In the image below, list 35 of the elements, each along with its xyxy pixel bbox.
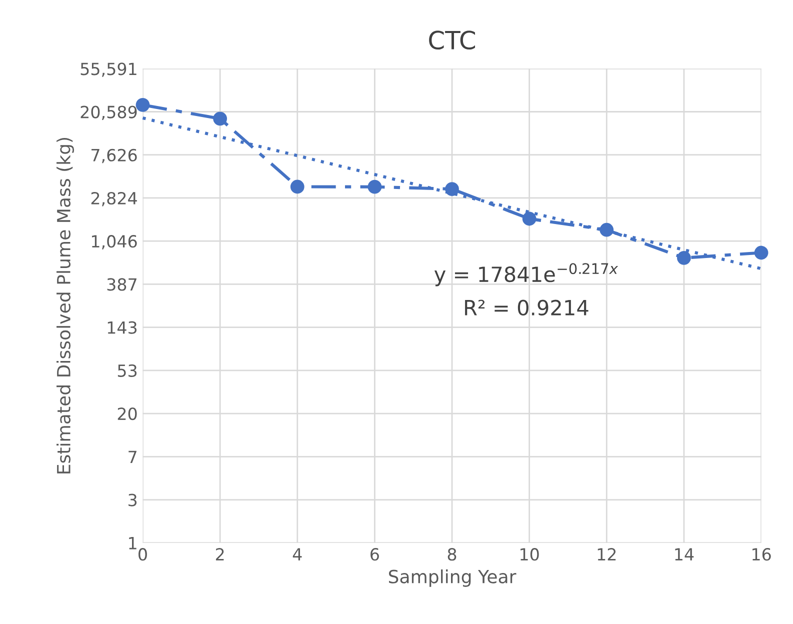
- x-tick-label: 16: [752, 548, 771, 561]
- point: [600, 222, 614, 237]
- point: [677, 250, 691, 265]
- point: [213, 112, 227, 126]
- point: [368, 180, 382, 194]
- annotation: R² = 0.9214: [465, 300, 588, 316]
- y-tick-label: 20: [118, 408, 137, 420]
- x-tick-label: 2: [216, 548, 224, 560]
- y-tick-label: 55,591: [80, 62, 136, 77]
- x-tick-label: 10: [520, 548, 539, 561]
- x-tick-label: 6: [370, 548, 379, 561]
- x-axis-title: Sampling Year: [388, 569, 516, 587]
- y-tick-label: 1,046: [92, 235, 137, 250]
- point: [445, 182, 459, 196]
- y-axis-title: Estimated Dissolved Plume Mass (kg): [56, 138, 74, 474]
- y-tick-label: 387: [107, 278, 136, 291]
- y-tick-label: 3: [128, 494, 137, 506]
- y-tick-label: 20,589: [80, 106, 137, 120]
- chart-title: CTC: [429, 30, 476, 50]
- x-tick-label: 12: [598, 548, 616, 560]
- y-tick-label: 7,626: [92, 148, 137, 164]
- point: [136, 98, 150, 112]
- point: [290, 180, 304, 194]
- point: [522, 212, 536, 226]
- x-tick-label: 4: [292, 548, 302, 560]
- y-tick-label: 53: [118, 364, 137, 377]
- point: [754, 246, 768, 260]
- y-tick-label: 7: [128, 450, 136, 463]
- y-tick-label: 1: [129, 537, 136, 550]
- x-tick-label: 14: [675, 548, 694, 560]
- annotation: y = 17841e$^{−0.217x}$: [434, 263, 618, 286]
- x-tick-label: 8: [448, 548, 456, 561]
- x-tick-label: 0: [138, 548, 147, 561]
- y-tick-label: 143: [108, 321, 137, 334]
- y-tick-label: 2,824: [91, 192, 137, 206]
